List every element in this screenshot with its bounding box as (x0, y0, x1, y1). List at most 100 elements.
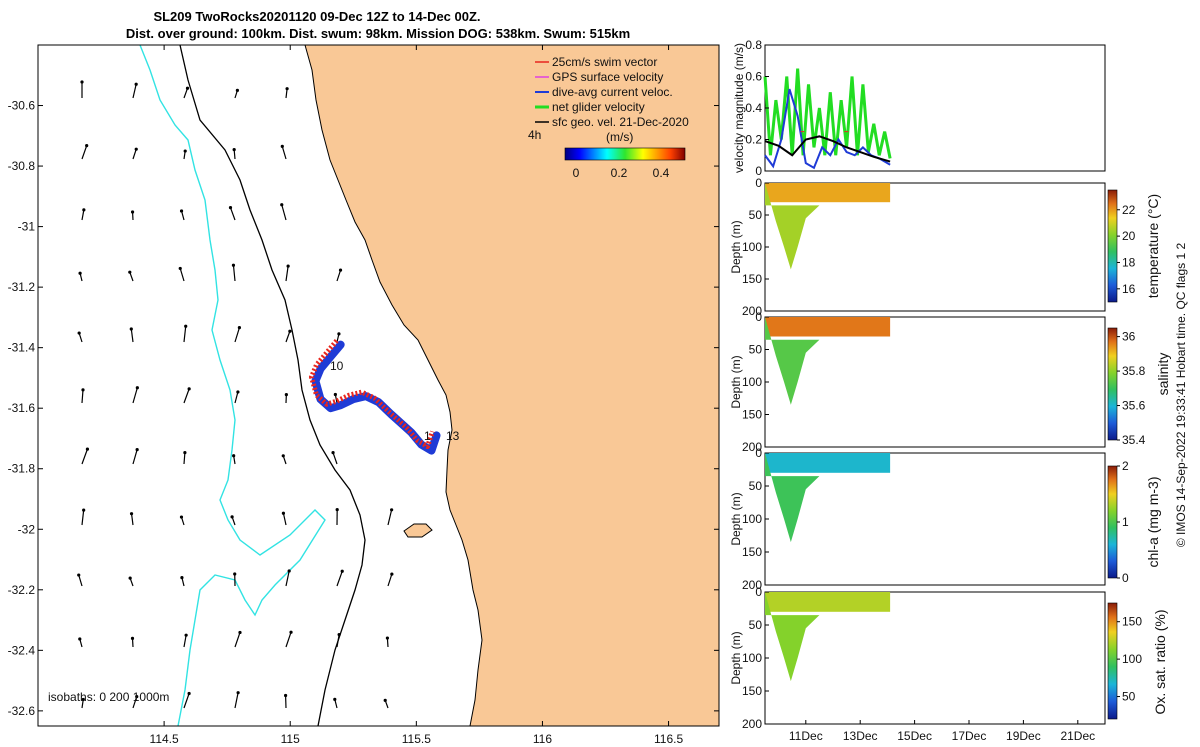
geo-arrowhead (187, 387, 191, 391)
map-xtick-label: 116 (533, 732, 552, 746)
section-surface-band (765, 183, 891, 203)
geo-arrowhead (232, 148, 236, 152)
geo-arrow (132, 449, 138, 465)
rottnest-island (403, 523, 433, 538)
geo-arrow (130, 328, 134, 343)
track-label-1: 1 (424, 429, 431, 443)
colorbar-tick-label: 50 (1122, 690, 1136, 704)
colorbar-tick-label: 35.6 (1122, 399, 1146, 413)
geo-arrowhead (281, 511, 286, 515)
geo-arrowhead (228, 206, 233, 210)
geo-arrowhead (233, 572, 237, 576)
section-ytick-label: 0 (755, 585, 762, 599)
map-x-axis: 114.5 115 115.5 116 116.5 (150, 45, 683, 746)
salinity-colorbar (1107, 327, 1118, 441)
isobath-200m (179, 45, 366, 726)
geo-arrowhead (183, 149, 187, 153)
geo-arrowhead (285, 87, 289, 91)
map-ytick-label: -30.8 (8, 159, 36, 173)
section-trough (765, 317, 820, 405)
velocity-frame (764, 44, 1106, 172)
geo-arrowhead (128, 270, 132, 274)
time-xtick-label: 15Dec (897, 729, 932, 743)
geo-arrowhead (85, 447, 90, 451)
velocity-ytick-label: 0.2 (745, 133, 762, 147)
section-ytick-label: 150 (742, 684, 762, 698)
geo-arrowhead (284, 393, 288, 397)
velocity-ytick-label: 0.4 (745, 101, 762, 115)
map-ytick-label: -31.4 (8, 341, 36, 355)
geo-arrowhead (77, 573, 81, 577)
geo-arrowhead (81, 388, 85, 392)
geo-arrow (336, 634, 340, 648)
geo-arrow (81, 389, 84, 404)
colorbar-tick-label: 1 (1122, 515, 1129, 529)
geo-arrowhead (135, 694, 139, 699)
velocity-ytick-label: 0.6 (745, 70, 762, 84)
map-panel: 10 1 13 114.5 115 115.5 116 116.5 -30.6 -30.8… (8, 44, 720, 746)
map-ytick-label: -32.2 (8, 583, 36, 597)
legend-net: net glider velocity (552, 100, 645, 114)
map-frame (37, 44, 720, 727)
geo-arrowhead (385, 636, 390, 640)
section-ytick-label: 100 (742, 240, 762, 254)
chla-frame (764, 452, 1106, 586)
geo-arrowhead (130, 636, 135, 640)
oxygen-panel: 0 50 100 150 200 50 100 150 Depth (m) Ox. sat. … (729, 585, 1168, 731)
geo-arrowhead (289, 630, 293, 634)
geo-arrowhead (179, 515, 184, 519)
salinity-frame (764, 316, 1106, 448)
geo-arrowhead (237, 326, 242, 330)
section-trough (765, 453, 820, 543)
footer-credit: © IMOS 14-Sep-2022 19:33:41 Hobart time.… (1174, 243, 1188, 548)
geo-arrowhead (183, 451, 187, 455)
colorbar-tick-label: 36 (1122, 330, 1136, 344)
geo-arrowhead (78, 271, 82, 275)
geo-arrow (132, 148, 137, 160)
geo-arrow (285, 632, 292, 648)
geo-arrow (81, 209, 85, 221)
geo-arrow (183, 88, 189, 99)
map-ytick-label: -31.8 (8, 462, 36, 476)
colorbar-tick-label: 18 (1122, 255, 1136, 269)
geo-arrow (332, 452, 338, 465)
colorbar-prefix: 4h (528, 128, 541, 142)
geo-arrow (282, 513, 287, 526)
colorbar-tick-label: 2 (1122, 459, 1129, 473)
section-ytick-label: 0 (755, 310, 762, 324)
geo-arrowhead (288, 329, 292, 333)
geo-arrow (229, 207, 236, 221)
geo-arrow (130, 513, 134, 526)
section-ytick-label: 200 (742, 578, 762, 592)
geo-arrow (234, 632, 241, 648)
geo-arrowhead (85, 144, 89, 148)
geo-arrowhead (178, 266, 182, 271)
geo-arrow (183, 452, 186, 465)
section-ytick-label: 100 (742, 375, 762, 389)
oxygen-cblabel: Ox. sat. ratio (%) (1152, 609, 1168, 714)
geo-arrowhead (390, 508, 394, 512)
colorbar-tick-2: 0.4 (653, 166, 670, 180)
geo-arrow (285, 570, 290, 587)
velocity-ytick-label: 0.8 (745, 38, 762, 52)
geo-arrowhead (134, 147, 138, 151)
time-axis: 11Dec 13Dec 15Dec 17Dec 19Dec 21Dec (789, 720, 1095, 743)
velocity-series (763, 68, 892, 170)
temperature-cblabel: temperature (°C) (1145, 194, 1161, 298)
geo-arrowhead (135, 386, 139, 390)
geo-arrowhead (184, 324, 188, 328)
geo-arrowhead (337, 633, 341, 637)
geo-arrow (232, 265, 236, 282)
section-ytick-label: 150 (742, 272, 762, 286)
section-ytick-label: 200 (742, 717, 762, 731)
geo-arrowhead (129, 512, 134, 516)
time-xtick-label: 17Dec (952, 729, 987, 743)
colorbar-tick-label: 22 (1122, 203, 1136, 217)
geo-arrowhead (236, 390, 240, 394)
chla-section: 0 50 100 150 200 0 1 2 (742, 446, 1129, 592)
salinity-panel: 0 50 100 150 200 35.4 35.6 35.8 36 Depth (m) sal… (729, 310, 1171, 454)
velocity-y-axis: 0 0.2 0.4 0.6 0.8 (745, 38, 769, 178)
colorbar-unit: (m/s) (606, 130, 633, 144)
salinity-cblabel: salinity (1155, 353, 1171, 396)
glider-track (308, 339, 441, 455)
